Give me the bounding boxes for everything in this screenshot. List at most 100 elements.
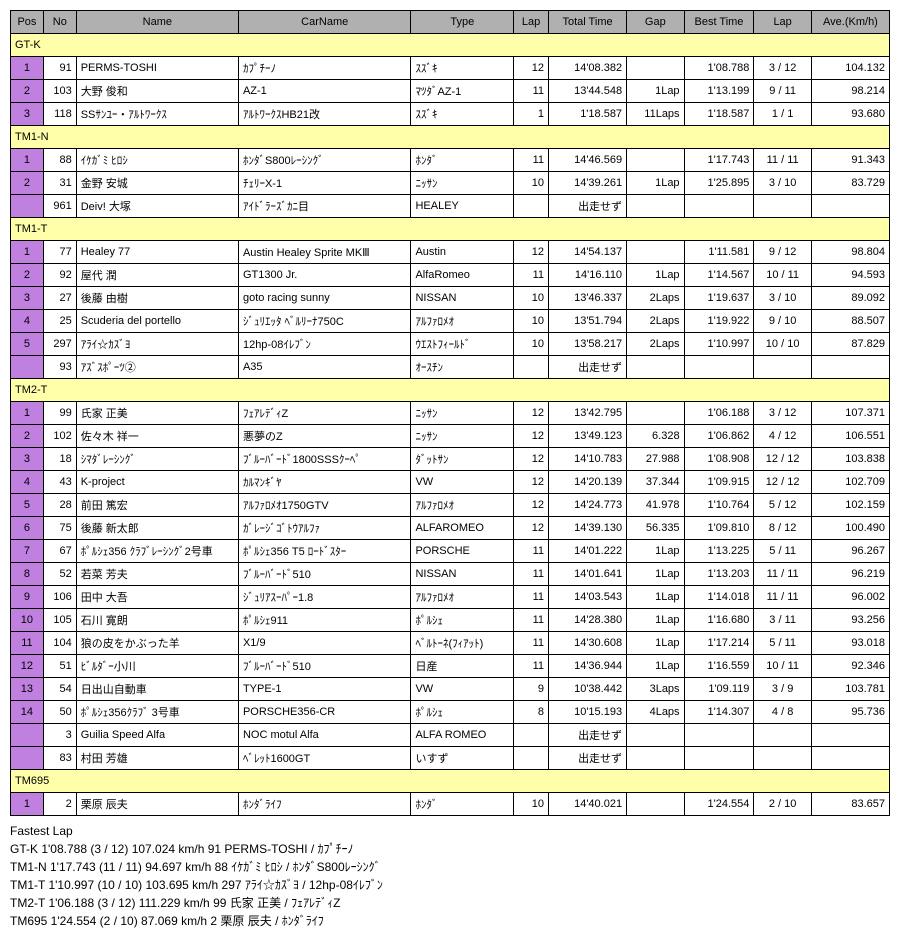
table-row: 177Healey 77Austin Healey Sprite MKⅢAust… xyxy=(11,241,890,264)
header-no: No xyxy=(43,11,76,34)
cell-gap: 1Lap xyxy=(627,632,685,655)
cell-ave: 96.002 xyxy=(811,586,889,609)
cell-lap2: 8 / 12 xyxy=(754,517,812,540)
cell-name: SSｻﾝﾕｰ・ｱﾙﾄﾜｰｸｽ xyxy=(76,103,238,126)
cell-type: ｳｴｽﾄﾌｨｰﾙﾄﾞ xyxy=(411,333,514,356)
cell-totaltime: 14'01.222 xyxy=(549,540,627,563)
table-row: 443K-projectｶﾙﾏﾝｷﾞﾔVW1214'20.13937.3441'… xyxy=(11,471,890,494)
cell-pos: 1 xyxy=(11,149,44,172)
table-row: 10105石川 寛朗ﾎﾟﾙｼｪ911ﾎﾟﾙｼｪ1114'28.3801Lap1'… xyxy=(11,609,890,632)
cell-gap: 27.988 xyxy=(627,448,685,471)
cell-besttime: 1'09.119 xyxy=(684,678,754,701)
cell-no: 28 xyxy=(43,494,76,517)
cell-totaltime: 出走せず xyxy=(549,195,627,218)
cell-gap: 11Laps xyxy=(627,103,685,126)
cell-ave: 104.132 xyxy=(811,57,889,80)
cell-ave: 95.736 xyxy=(811,701,889,724)
cell-lap2: 5 / 11 xyxy=(754,540,812,563)
cell-carname: ﾎﾝﾀﾞS800ﾚｰｼﾝｸﾞ xyxy=(238,149,411,172)
cell-lap xyxy=(514,747,549,770)
cell-carname: 悪夢のZ xyxy=(238,425,411,448)
cell-besttime: 1'25.895 xyxy=(684,172,754,195)
cell-type: ﾆｯｻﾝ xyxy=(411,425,514,448)
cell-no: 103 xyxy=(43,80,76,103)
table-row: 2103大野 俊和AZ-1ﾏﾂﾀﾞAZ-11113'44.5481Lap1'13… xyxy=(11,80,890,103)
cell-type: ﾍﾞﾙﾄｰﾈ(ﾌｨｱｯﾄ) xyxy=(411,632,514,655)
cell-totaltime: 10'38.442 xyxy=(549,678,627,701)
cell-lap: 9 xyxy=(514,678,549,701)
cell-totaltime: 14'30.608 xyxy=(549,632,627,655)
cell-totaltime: 14'20.139 xyxy=(549,471,627,494)
cell-carname: ｼﾞｭﾘｴｯﾀ ﾍﾞﾙﾘｰﾅ750C xyxy=(238,310,411,333)
cell-ave: 93.256 xyxy=(811,609,889,632)
fastest-line: TM1-T 1'10.997 (10 / 10) 103.695 km/h 29… xyxy=(10,876,890,894)
cell-no: 83 xyxy=(43,747,76,770)
cell-lap2 xyxy=(754,356,812,379)
cell-no: 75 xyxy=(43,517,76,540)
cell-carname: ﾁｪﾘｰX-1 xyxy=(238,172,411,195)
cell-name: ｼﾏﾀﾞﾚｰｼﾝｸﾞ xyxy=(76,448,238,471)
fastest-line: TM695 1'24.554 (2 / 10) 87.069 km/h 2 栗原… xyxy=(10,912,890,930)
cell-carname: AZ-1 xyxy=(238,80,411,103)
cell-pos: 2 xyxy=(11,172,44,195)
cell-type: HEALEY xyxy=(411,195,514,218)
cell-carname: ﾌｪｱﾚﾃﾞｨZ xyxy=(238,402,411,425)
cell-carname: ﾌﾞﾙｰﾊﾞｰﾄﾞ510 xyxy=(238,655,411,678)
table-row: 11104狼の皮をかぶった羊X1/9ﾍﾞﾙﾄｰﾈ(ﾌｨｱｯﾄ)1114'30.6… xyxy=(11,632,890,655)
cell-gap xyxy=(627,724,685,747)
table-row: 231金野 安城ﾁｪﾘｰX-1ﾆｯｻﾝ1014'39.2611Lap1'25.8… xyxy=(11,172,890,195)
cell-name: 栗原 辰夫 xyxy=(76,793,238,816)
cell-ave: 98.214 xyxy=(811,80,889,103)
cell-no: 102 xyxy=(43,425,76,448)
cell-type: VW xyxy=(411,471,514,494)
cell-lap: 11 xyxy=(514,540,549,563)
group-row: TM1-N xyxy=(11,126,890,149)
cell-lap: 12 xyxy=(514,517,549,540)
cell-besttime: 1'24.554 xyxy=(684,793,754,816)
cell-lap xyxy=(514,724,549,747)
cell-totaltime: 14'01.641 xyxy=(549,563,627,586)
cell-lap2: 4 / 8 xyxy=(754,701,812,724)
cell-carname: ﾍﾞﾚｯﾄ1600GT xyxy=(238,747,411,770)
cell-totaltime: 10'15.193 xyxy=(549,701,627,724)
cell-pos: 5 xyxy=(11,333,44,356)
cell-type: ﾀﾞｯﾄｻﾝ xyxy=(411,448,514,471)
cell-carname: PORSCHE356-CR xyxy=(238,701,411,724)
cell-pos: 10 xyxy=(11,609,44,632)
cell-lap: 12 xyxy=(514,402,549,425)
group-row: GT-K xyxy=(11,34,890,57)
cell-pos: 6 xyxy=(11,517,44,540)
cell-pos: 2 xyxy=(11,264,44,287)
cell-totaltime: 13'46.337 xyxy=(549,287,627,310)
cell-lap: 12 xyxy=(514,448,549,471)
table-row: 199氏家 正美ﾌｪｱﾚﾃﾞｨZﾆｯｻﾝ1213'42.7951'06.1883… xyxy=(11,402,890,425)
cell-gap xyxy=(627,57,685,80)
cell-pos: 7 xyxy=(11,540,44,563)
cell-pos: 3 xyxy=(11,448,44,471)
cell-lap: 10 xyxy=(514,172,549,195)
cell-ave: 91.343 xyxy=(811,149,889,172)
cell-pos: 14 xyxy=(11,701,44,724)
header-gap: Gap xyxy=(627,11,685,34)
cell-type: ｱﾙﾌｧﾛﾒｵ xyxy=(411,310,514,333)
cell-carname: ﾎﾝﾀﾞﾗｲﾌ xyxy=(238,793,411,816)
group-row: TM2-T xyxy=(11,379,890,402)
cell-lap: 11 xyxy=(514,586,549,609)
cell-totaltime: 14'40.021 xyxy=(549,793,627,816)
cell-no: 52 xyxy=(43,563,76,586)
table-row: 9106田中 大吾ｼﾞｭﾘｱｽｰﾊﾟｰ1.8ｱﾙﾌｧﾛﾒｵ1114'03.543… xyxy=(11,586,890,609)
group-name: GT-K xyxy=(11,34,890,57)
cell-pos: 4 xyxy=(11,471,44,494)
cell-gap xyxy=(627,149,685,172)
cell-lap2: 3 / 9 xyxy=(754,678,812,701)
cell-besttime: 1'09.915 xyxy=(684,471,754,494)
cell-type: PORSCHE xyxy=(411,540,514,563)
cell-ave xyxy=(811,724,889,747)
group-name: TM1-N xyxy=(11,126,890,149)
cell-lap2: 9 / 11 xyxy=(754,80,812,103)
cell-gap: 56.335 xyxy=(627,517,685,540)
cell-gap: 4Laps xyxy=(627,701,685,724)
cell-name: 前田 篤宏 xyxy=(76,494,238,517)
cell-besttime: 1'13.225 xyxy=(684,540,754,563)
cell-gap: 41.978 xyxy=(627,494,685,517)
